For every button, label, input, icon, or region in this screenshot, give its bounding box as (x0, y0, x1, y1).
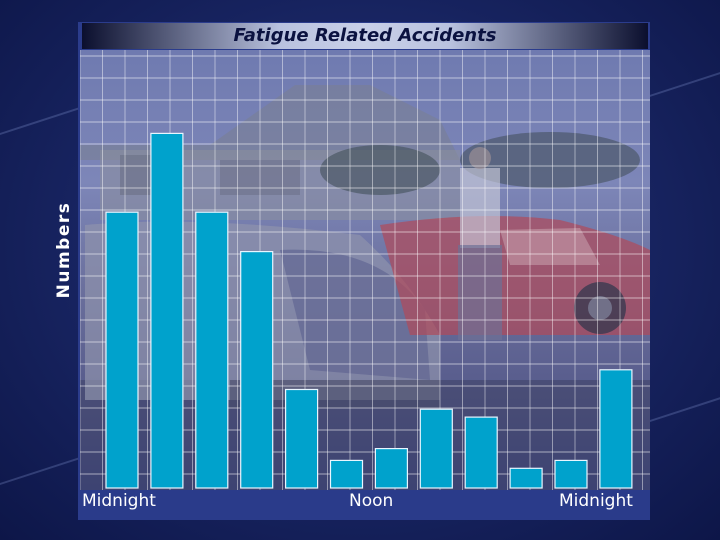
x-tick-label-noon: Noon (349, 491, 394, 511)
y-axis-label: Numbers (54, 201, 74, 299)
bar-9 (464, 416, 498, 489)
bar-7 (374, 448, 408, 489)
bar-6 (329, 459, 364, 489)
bar-5 (285, 388, 319, 489)
x-axis (80, 490, 650, 520)
bar-2 (150, 132, 184, 489)
bar-8 (419, 408, 453, 489)
x-tick-label-midnight-end: Midnight (559, 491, 633, 511)
bar-3 (195, 211, 229, 489)
bar-12 (599, 369, 633, 489)
bar-11 (554, 459, 588, 489)
bar-4 (240, 251, 274, 489)
bars-group (105, 132, 633, 489)
chart-title-bar (82, 23, 648, 49)
bar-1 (105, 211, 139, 489)
x-tick-label-midnight-start: Midnight (82, 491, 156, 511)
bar-10 (509, 467, 543, 489)
plot-area (80, 50, 650, 490)
chart-title: Fatigue Related Accidents (233, 25, 497, 46)
